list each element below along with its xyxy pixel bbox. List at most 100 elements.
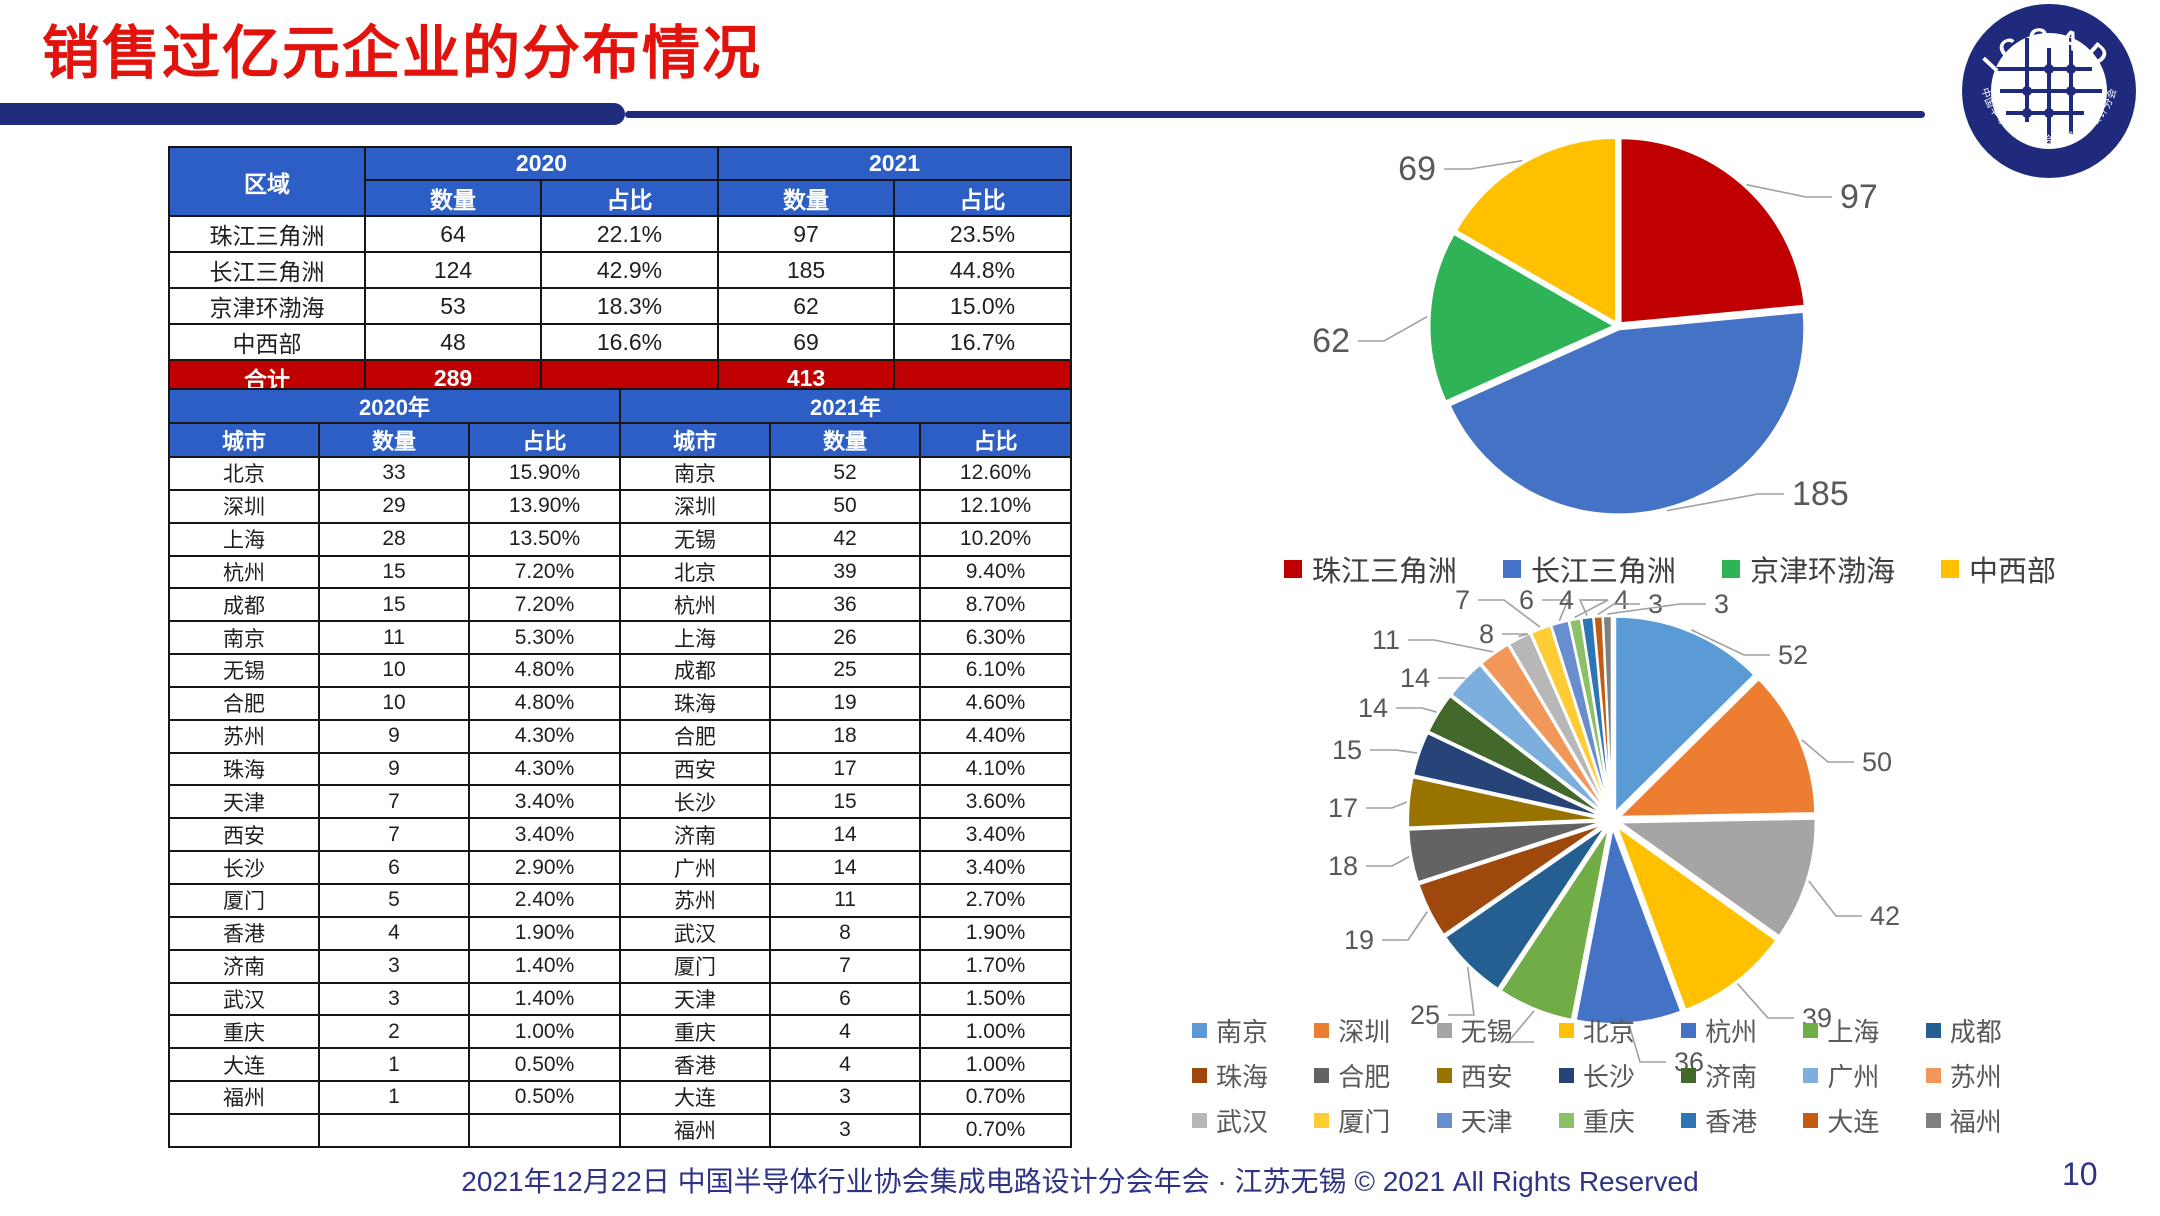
leader-line [1574, 599, 1609, 619]
pie-data-label: 8 [1479, 619, 1494, 649]
page-title: 销售过亿元企业的分布情况 [42, 21, 763, 86]
table-cell: 26 [769, 620, 922, 656]
legend-item-武汉: 武汉 [1192, 1104, 1314, 1137]
legend-swatch [1558, 1113, 1574, 1128]
table-cell: 深圳 [168, 488, 320, 524]
table-cell: 48 [364, 323, 542, 361]
table-cell: 长江三角洲 [168, 251, 366, 289]
pie-data-label: 19 [1344, 925, 1374, 955]
table-cell: 深圳 [619, 488, 772, 524]
table-cell: 33 [318, 456, 470, 491]
legend-swatch [1925, 1068, 1941, 1083]
table-row: 武汉 3 1.40% 天津 6 1.50% [168, 981, 1073, 1017]
table-cell: 杭州 [168, 554, 320, 590]
legend-swatch [1192, 1023, 1207, 1038]
pie-slice-合肥 [1407, 820, 1606, 884]
table-row: 珠海 9 4.30% 西安 17 4.10% [168, 751, 1073, 787]
table-cell: 10 [318, 685, 470, 721]
pie-slice-上海 [1499, 826, 1611, 1021]
pie-data-label: 3 [1648, 589, 1663, 619]
legend-label: 京津环渤海 [1750, 556, 1896, 588]
pie-slice-苏州 [1480, 643, 1609, 815]
pie-data-label: 42 [1870, 901, 1900, 931]
table-cell: 香港 [619, 1047, 772, 1083]
legend-swatch [1803, 1113, 1819, 1128]
table-row: 济南 3 1.40% 厦门 7 1.70% [168, 948, 1073, 984]
table-cell: 杭州 [619, 587, 772, 623]
legend-swatch [1925, 1023, 1941, 1038]
table-cell: 成都 [619, 653, 772, 688]
legend-label: 广州 [1827, 1062, 1880, 1092]
table-cell: 12.10% [919, 488, 1073, 524]
table-cell: 0.70% [919, 1080, 1073, 1115]
table-cell: 1.90% [467, 915, 622, 951]
table-cell: 4.30% [467, 718, 622, 754]
table-cell: 97 [717, 215, 896, 253]
legend-swatch [1803, 1068, 1819, 1083]
table-cell: 1.70% [919, 948, 1073, 984]
table-row: 无锡 10 4.80% 成都 25 6.10% [168, 653, 1073, 688]
region-table-header-2020: 2020 [363, 146, 720, 181]
table-cell: 10.20% [919, 521, 1073, 557]
table-cell: 185 [717, 251, 896, 289]
city-table-header-city-2020: 城市 [168, 422, 320, 458]
leader-line [1438, 676, 1467, 679]
table-cell: 0.50% [467, 1080, 622, 1115]
table-row: 北京 33 15.90% 南京 52 12.60% [168, 456, 1073, 491]
table-cell: 福州 [168, 1080, 320, 1115]
legend-label: 济南 [1705, 1062, 1758, 1092]
table-cell: 1 [318, 1047, 470, 1083]
table-cell: 8 [769, 915, 922, 951]
leader-line [1746, 183, 1832, 198]
pie-data-label: 7 [1455, 585, 1470, 615]
table-cell: 6.30% [919, 620, 1073, 656]
legend-label: 长江三角洲 [1530, 556, 1676, 588]
table-cell: 23.5% [893, 215, 1073, 253]
legend-item-珠海: 珠海 [1192, 1059, 1314, 1092]
table-cell: 12.60% [919, 456, 1073, 491]
leader-line [1691, 629, 1770, 656]
legend-item-长江三角洲: 长江三角洲 [1502, 548, 1676, 590]
legend-swatch [1558, 1023, 1574, 1038]
table-row: 长江三角洲 124 42.9% 185 44.8% [168, 251, 1073, 289]
region-pie-legend: 珠江三角洲 长江三角洲 京津环渤海 中西部 [1180, 548, 2160, 590]
table-cell: 11 [769, 882, 922, 918]
leader-line [1396, 707, 1437, 713]
legend-item-无锡: 无锡 [1436, 1014, 1559, 1047]
table-cell: 0.50% [467, 1047, 622, 1083]
pie-slice-南京 [1613, 615, 1756, 814]
table-cell: 济南 [168, 948, 320, 984]
legend-label: 中西部 [1969, 556, 2057, 588]
city-table-header-2020: 2020年 [167, 388, 622, 424]
table-cell: 2.90% [467, 850, 622, 885]
pie-data-label: 62 [1312, 322, 1350, 360]
legend-item-厦门: 厦门 [1314, 1104, 1436, 1137]
table-row: 厦门 5 2.40% 苏州 11 2.70% [168, 882, 1073, 918]
table-cell: 15.0% [893, 287, 1073, 325]
table-cell: 14 [769, 850, 922, 885]
table-cell: 4 [318, 915, 470, 951]
table-cell: 15 [769, 784, 922, 820]
pie-slice-京津环渤海 [1427, 231, 1617, 404]
city-table-header-count-2021: 数量 [769, 422, 922, 458]
legend-item-天津: 天津 [1436, 1104, 1559, 1137]
table-cell: 西安 [168, 817, 320, 853]
table-cell: 9.40% [919, 554, 1073, 590]
legend-swatch [1314, 1113, 1330, 1128]
table-row: 福州 3 0.70% [168, 1112, 1073, 1149]
legend-label: 苏州 [1949, 1062, 2002, 1092]
legend-item-上海: 上海 [1803, 1014, 1925, 1047]
legend-swatch [1941, 560, 1960, 578]
table-cell: 8.70% [919, 587, 1073, 623]
leader-line [1382, 911, 1429, 941]
table-cell: 1 [318, 1080, 470, 1115]
leader-line [1366, 855, 1410, 867]
table-cell: 25 [769, 653, 922, 688]
table-cell: 18.3% [539, 287, 720, 325]
pie-data-label: 17 [1328, 793, 1358, 823]
table-cell: 7 [769, 948, 922, 984]
legend-item-长沙: 长沙 [1558, 1059, 1681, 1092]
table-cell: 南京 [168, 620, 320, 656]
table-row: 成都 15 7.20% 杭州 36 8.70% [168, 587, 1073, 623]
